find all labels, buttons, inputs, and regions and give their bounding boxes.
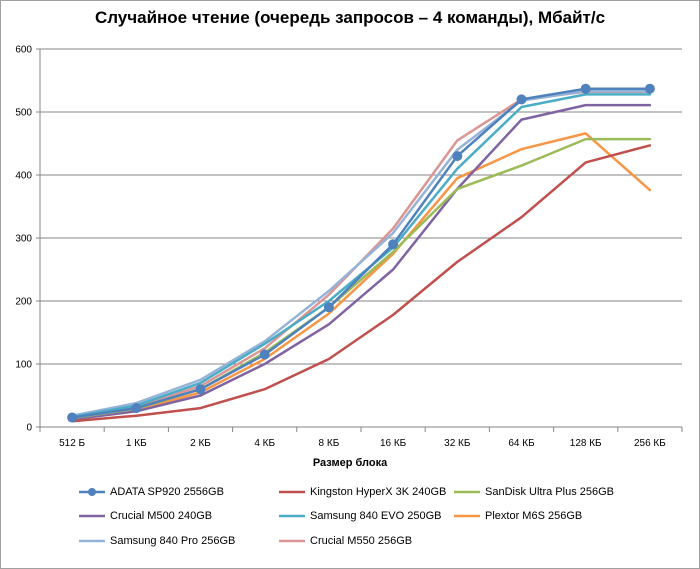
- y-tick-label: 500: [15, 108, 32, 119]
- legend-item: Plextor M6S 256GB: [453, 510, 582, 522]
- legend-swatch: [279, 539, 305, 543]
- y-tick-label: 400: [15, 171, 32, 182]
- x-tick-label: 128 КБ: [570, 438, 602, 449]
- series-line: [70, 90, 652, 419]
- data-point: [580, 83, 591, 94]
- x-tick-label: 4 КБ: [254, 438, 275, 449]
- legend-swatch: [279, 514, 305, 518]
- x-tick-label: 256 КБ: [634, 438, 666, 449]
- legend-label: Crucial M550 256GB: [310, 535, 413, 547]
- series-line: [70, 87, 652, 419]
- y-tick-label: 600: [15, 45, 32, 56]
- data-point: [323, 302, 334, 313]
- y-tick-label: 100: [15, 360, 32, 371]
- legend-label: Kingston HyperX 3K 240GB: [310, 486, 447, 498]
- series-line: [70, 144, 652, 423]
- data-point: [388, 239, 399, 250]
- legend-swatch: [279, 490, 305, 494]
- data-point: [259, 349, 270, 360]
- legend-label: SanDisk Ultra Plus 256GB: [485, 486, 614, 498]
- legend-item: Crucial M500 240GB: [78, 510, 212, 522]
- legend-label: Samsung 840 EVO 250GB: [310, 510, 442, 522]
- y-tick-label: 200: [15, 297, 32, 308]
- series-line: [70, 132, 652, 421]
- legend-swatch: [79, 488, 105, 496]
- legend-item: Samsung 840 Pro 256GB: [78, 535, 235, 547]
- x-axis-title: Размер блока: [312, 457, 388, 469]
- legend-label: ADATA SP920 2556GB: [110, 486, 224, 498]
- legend-item: Samsung 840 EVO 250GB: [278, 510, 441, 522]
- legend-item: Kingston HyperX 3K 240GB: [278, 486, 446, 498]
- x-tick-label: 64 КБ: [508, 438, 535, 449]
- series-line: [70, 93, 652, 419]
- data-point: [131, 403, 142, 414]
- legend-swatch: [79, 539, 105, 543]
- data-point: [516, 94, 527, 105]
- legend-label: Samsung 840 Pro 256GB: [110, 535, 236, 547]
- data-point: [644, 83, 655, 94]
- y-tick-label: 0: [26, 423, 32, 434]
- legend-label: Crucial M500 240GB: [110, 510, 213, 522]
- chart-title: Случайное чтение (очередь запросов – 4 к…: [94, 8, 606, 27]
- x-tick-label: 8 КБ: [319, 438, 340, 449]
- legend-item: ADATA SP920 2556GB: [78, 486, 224, 498]
- legend: ADATA SP920 2556GB Kingston HyperX 3K 240…: [70, 486, 670, 566]
- legend-swatch: [79, 514, 105, 518]
- x-tick-label: 1 КБ: [126, 438, 147, 449]
- legend-label: Plextor M6S 256GB: [485, 510, 583, 522]
- data-point: [195, 384, 206, 395]
- series-line: [70, 89, 652, 417]
- x-tick-label: 16 КБ: [380, 438, 407, 449]
- legend-swatch: [454, 514, 480, 518]
- x-tick-label: 512 Б: [59, 438, 85, 449]
- legend-item: Crucial M550 256GB: [278, 535, 412, 547]
- data-point: [67, 412, 78, 423]
- legend-swatch: [454, 490, 480, 494]
- legend-item: SanDisk Ultra Plus 256GB: [453, 486, 614, 498]
- y-tick-label: 300: [15, 234, 32, 245]
- x-tick-label: 32 КБ: [444, 438, 471, 449]
- series-line: [70, 103, 652, 421]
- x-tick-label: 2 КБ: [190, 438, 211, 449]
- data-point: [452, 151, 463, 162]
